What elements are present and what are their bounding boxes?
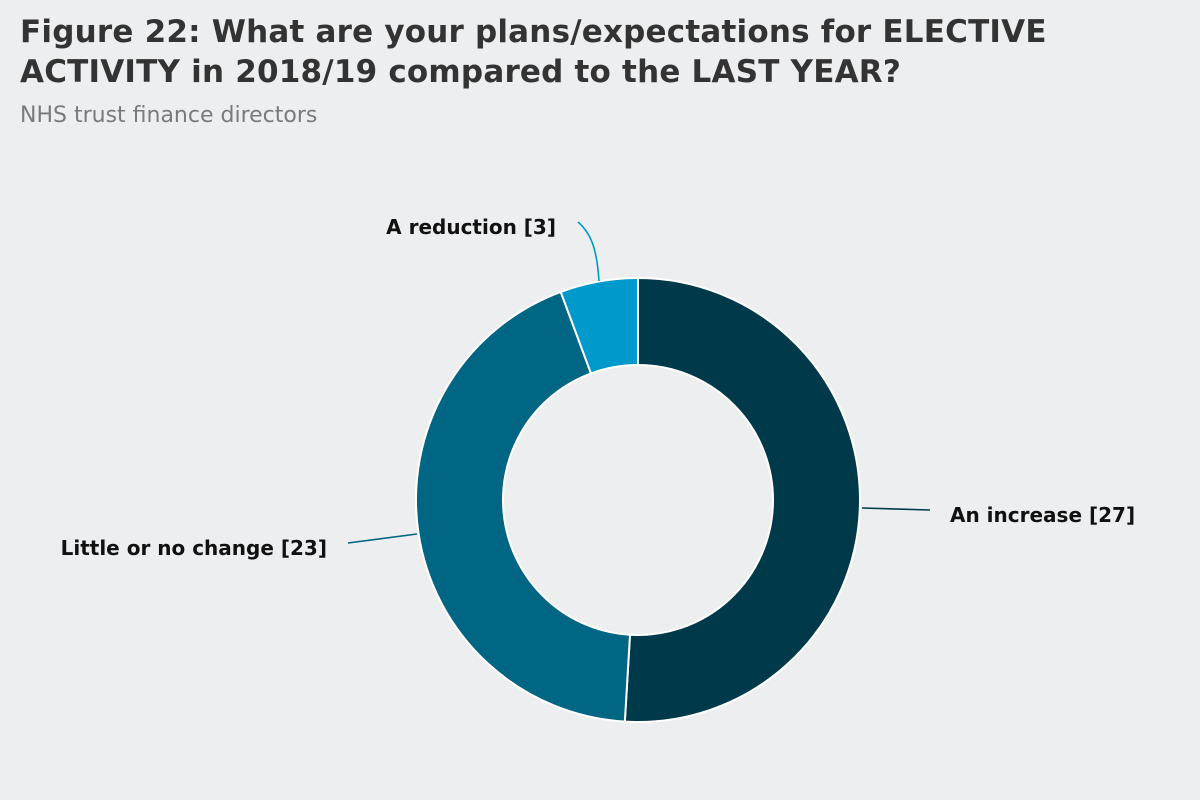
donut-slice-an-increase <box>623 276 861 723</box>
leader-line-an-increase <box>861 507 931 511</box>
chart-title: Figure 22: What are your plans/expectati… <box>20 14 1047 90</box>
slice-label-an-increase: An increase [27] <box>950 503 1135 527</box>
slice-label-little-or-no-change: Little or no change [23] <box>61 536 327 560</box>
leader-line-a-reduction <box>577 221 600 282</box>
slice-label-a-reduction: A reduction [3] <box>386 215 556 239</box>
chart-subtitle: NHS trust finance directors <box>20 103 318 128</box>
donut-slice-little-or-no-change <box>415 290 632 723</box>
leader-line-little-or-no-change <box>347 533 418 544</box>
donut-slice-a-reduction <box>559 276 639 375</box>
